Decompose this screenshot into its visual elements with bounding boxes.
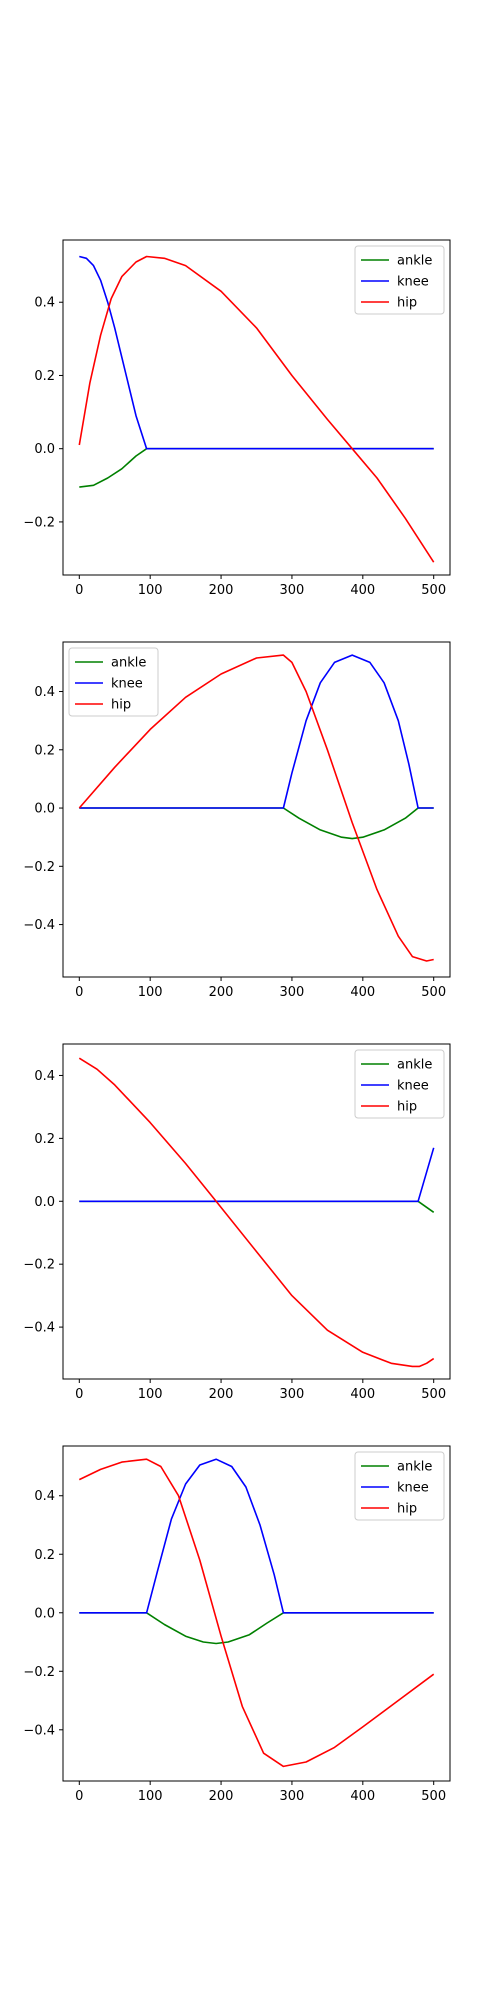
legend-label-knee: knee [397,275,429,290]
x-tick-label: 0 [75,985,83,1000]
y-tick-label: 0.4 [34,296,55,311]
x-tick-label: 0 [75,1387,83,1402]
subplot-3: 0 100 200 300 400 500 −0.4 −0.2 0.0 0.2 0.4 ankle kn… [23,1043,451,1402]
y-tick-label: −0.2 [23,1665,55,1680]
legend-label-hip: hip [397,296,417,311]
series-line-knee [79,654,434,809]
series-line-hip [78,654,434,962]
legend-box [354,245,445,315]
x-tick-label: 300 [280,985,305,1000]
x-tick-label: 400 [350,1789,375,1804]
legend: ankle knee hip [68,647,159,717]
legend-label-ankle: ankle [397,1058,432,1073]
y-tick-label: 0.4 [34,1069,55,1084]
series-line-knee [79,255,434,450]
y-tick-label: −0.4 [23,1723,55,1738]
legend-box [68,647,159,717]
y-tick-label: 0.4 [34,685,55,700]
x-tick-label: 100 [138,1789,163,1804]
series-line-ankle [79,1200,435,1213]
series-line-ankle [79,1612,434,1645]
legend-label-hip: hip [397,1100,417,1115]
x-tick-label: 200 [209,1387,234,1402]
y-tick-label: 0.0 [34,802,55,817]
legend: ankle knee hip [354,1049,445,1119]
axes-frame [62,1445,451,1782]
legend-label-knee: knee [111,677,143,692]
series-line-ankle [79,807,434,840]
y-tick-label: 0.2 [34,743,55,758]
y-tick-label: 0.4 [34,1489,55,1504]
subplot-2: 0 100 200 300 400 500 −0.4 −0.2 0.0 0.2 0.4 ankle kn… [23,641,451,1000]
series-line-hip [78,255,435,563]
x-tick-label: 500 [421,1387,446,1402]
series-line-knee [79,1458,434,1614]
legend-label-hip: hip [111,698,131,713]
y-tick-label: −0.2 [23,1258,55,1273]
legend-label-ankle: ankle [111,656,146,671]
series-line-hip [78,1458,435,1768]
x-tick-label: 500 [421,1789,446,1804]
axes-frame [62,239,451,576]
axes-frame [62,1043,451,1380]
x-tick-label: 200 [209,583,234,598]
y-tick-label: 0.2 [34,1548,55,1563]
x-tick-label: 0 [75,583,83,598]
legend: ankle knee hip [354,1451,445,1521]
x-tick-label: 100 [138,583,163,598]
legend-label-knee: knee [397,1481,429,1496]
x-tick-label: 400 [350,583,375,598]
x-tick-label: 200 [209,1789,234,1804]
subplot-1: 0 100 200 300 400 500 −0.2 0.0 0.2 0.4 ankle knee hi… [23,239,451,598]
y-tick-label: −0.4 [23,1321,55,1336]
x-tick-label: 300 [280,1387,305,1402]
legend-label-knee: knee [397,1079,429,1094]
axes-frame [62,641,451,978]
legend-box [354,1049,445,1119]
y-tick-label: 0.0 [34,442,55,457]
x-tick-label: 100 [138,1387,163,1402]
legend-label-hip: hip [397,1502,417,1517]
x-tick-label: 0 [75,1789,83,1804]
series-line-hip [78,1057,435,1368]
legend-label-ankle: ankle [397,1460,432,1475]
x-tick-label: 400 [350,1387,375,1402]
x-tick-label: 400 [350,985,375,1000]
y-tick-label: 0.2 [34,1132,55,1147]
x-tick-label: 100 [138,985,163,1000]
y-tick-label: 0.0 [34,1195,55,1210]
x-tick-label: 500 [421,583,446,598]
x-tick-label: 300 [280,1789,305,1804]
legend-box [354,1451,445,1521]
x-tick-label: 500 [421,985,446,1000]
y-tick-label: 0.0 [34,1606,55,1621]
x-tick-label: 200 [209,985,234,1000]
legend-label-ankle: ankle [397,254,432,269]
y-tick-label: −0.2 [23,515,55,530]
subplot-4: 0 100 200 300 400 500 −0.4 −0.2 0.0 0.2 0.4 ankle kn… [23,1445,451,1804]
series-line-knee [79,1147,435,1203]
series-line-ankle [79,447,434,488]
legend: ankle knee hip [354,245,445,315]
x-tick-label: 300 [280,583,305,598]
y-tick-label: −0.2 [23,860,55,875]
y-tick-label: 0.2 [34,369,55,384]
y-tick-label: −0.4 [23,918,55,933]
